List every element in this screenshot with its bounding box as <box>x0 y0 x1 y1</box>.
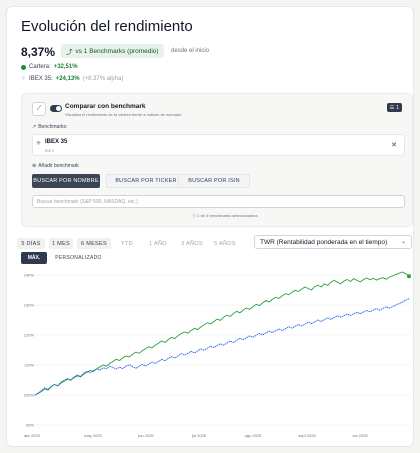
benchmark-badge-label: vs 1 Benchmarks (promedio) <box>75 47 159 55</box>
portfolio-label: Cartera: <box>29 64 51 70</box>
star-icon: ✳ <box>36 141 42 147</box>
portfolio-endpoint-dot <box>407 274 411 279</box>
page-title: Evolución del rendimiento <box>21 18 193 35</box>
compare-toggle[interactable] <box>50 105 62 112</box>
selected-note-text: 1 de 3 benchmarks seleccionados <box>197 213 258 218</box>
benchmarks-label-text: Benchmarks: <box>38 124 68 130</box>
since-label: desde el inicio <box>171 48 210 54</box>
selected-note: ⓘ 1 de 3 benchmarks seleccionados <box>192 213 258 219</box>
x-tick-label: oct 2025 <box>352 433 368 438</box>
timeframe-1m[interactable]: 1 MES <box>49 238 73 249</box>
benchmark-badge[interactable]: ⤴ vs 1 Benchmarks (promedio) <box>61 44 164 58</box>
timeframe-ytd[interactable]: YTD <box>121 240 133 247</box>
search-by-name-button[interactable]: BUSCAR POR NOMBRE <box>32 174 100 188</box>
x-tick-label: ago 2025 <box>245 433 262 438</box>
timeframe-3y[interactable]: 3 AÑOS <box>181 240 203 247</box>
y-tick-label: 110% <box>24 363 34 368</box>
search-by-isin-button[interactable]: BUSCAR POR ISIN <box>178 174 250 188</box>
y-tick-label: 120% <box>24 333 35 338</box>
link-icon: ↗ <box>32 124 37 130</box>
x-tick-label: may 2025 <box>84 433 102 438</box>
timeframe-5y[interactable]: 5 AÑOS <box>214 240 236 247</box>
benchmark-dots-icon: ⁘ <box>21 76 27 82</box>
range-max-button[interactable]: MÁX. <box>21 252 47 264</box>
list-icon: ☰ <box>389 104 395 111</box>
trend-up-icon: ⤴ <box>66 49 73 56</box>
range-custom-button[interactable]: PERSONALIZADO <box>55 255 102 261</box>
performance-card: Evolución del rendimiento 8,37% ⤴ vs 1 B… <box>6 6 414 447</box>
timeframe-1y[interactable]: 1 AÑO <box>149 240 167 247</box>
x-tick-label: jul 2025 <box>191 433 207 438</box>
timeframe-6m[interactable]: 6 MESES <box>77 238 111 249</box>
compare-subtitle: Visualiza el rendimiento de tu cartera f… <box>65 112 182 117</box>
portfolio-return: Cartera: +32,51% <box>21 64 78 70</box>
ibex-label: IBEX 35: <box>29 75 53 82</box>
benchmarks-label: ↗ Benchmarks: <box>32 124 67 130</box>
portfolio-dot-icon <box>21 64 26 70</box>
benchmark-item: ✳ IBEX 35 IBEX ✕ <box>32 134 405 156</box>
performance-chart: 90% 100% 110% 120% 130% 140% abr 2025 may 2025… <box>24 271 411 438</box>
plus-circle-icon: ⊕ <box>32 163 37 169</box>
benchmark-item-name: IBEX 35 <box>45 139 68 145</box>
timeframe-5d[interactable]: 5 DÍAS <box>17 238 45 249</box>
x-tick-label: abr 2025 <box>24 433 41 438</box>
ibex-return: ⁘ IBEX 35: +24,13% (+8,37% alpha) <box>21 75 124 83</box>
search-by-ticker-button[interactable]: BUSCAR POR TICKER <box>106 174 186 188</box>
benchmark-search-input[interactable]: Buscar benchmark (S&P 500, NASDAQ, etc.) <box>32 195 405 208</box>
ibex-value: +24,13% <box>55 75 80 82</box>
metric-select[interactable]: TWR (Rentabilidad ponderada en el tiempo… <box>254 235 412 249</box>
compare-title: Comparar con benchmark <box>65 103 146 110</box>
y-tick-label: 90% <box>26 423 34 428</box>
x-tick-label: sept 2025 <box>298 433 316 438</box>
x-tick-label: jun 2025 <box>137 433 154 438</box>
y-tick-label: 140% <box>24 273 35 278</box>
benchmark-item-ticker: IBEX <box>45 148 55 153</box>
benchmark-count-badge: ☰ 1 <box>386 103 402 112</box>
benchmark-panel: ⟋ Comparar con benchmark Visualiza el re… <box>21 93 413 227</box>
info-icon: ⓘ <box>192 213 196 218</box>
y-tick-label: 100% <box>24 393 35 398</box>
y-tick-label: 130% <box>24 303 35 308</box>
metric-select-value: TWR (Rentabilidad ponderada en el tiempo… <box>260 238 388 246</box>
add-benchmark-text: Añadir benchmark <box>38 163 79 169</box>
benchmark-series-line <box>34 298 410 396</box>
portfolio-series-line <box>34 271 410 396</box>
benchmark-count: 1 <box>396 104 399 111</box>
portfolio-value: +32,51% <box>53 64 78 70</box>
chart-trend-icon: ⟋ <box>32 102 46 116</box>
add-benchmark-label[interactable]: ⊕ Añadir benchmark <box>32 163 79 169</box>
performance-value: 8,37% <box>21 45 56 59</box>
remove-benchmark-icon[interactable]: ✕ <box>391 142 397 149</box>
chevron-down-icon: ⌄ <box>400 239 406 245</box>
ibex-alpha: (+8,37% alpha) <box>82 75 124 82</box>
